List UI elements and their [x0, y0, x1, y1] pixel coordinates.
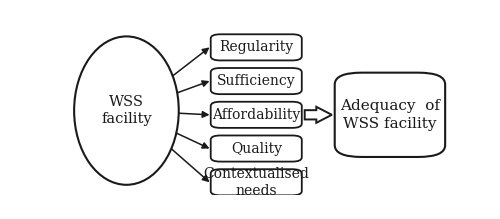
FancyBboxPatch shape	[210, 34, 302, 60]
FancyBboxPatch shape	[210, 68, 302, 94]
FancyBboxPatch shape	[334, 73, 445, 157]
Ellipse shape	[74, 36, 179, 185]
Text: Adequacy  of
WSS facility: Adequacy of WSS facility	[340, 99, 440, 131]
Text: Sufficiency: Sufficiency	[217, 74, 296, 88]
Polygon shape	[304, 107, 332, 123]
FancyBboxPatch shape	[210, 169, 302, 195]
Text: Regularity: Regularity	[219, 40, 294, 54]
Text: Quality: Quality	[231, 141, 282, 155]
FancyBboxPatch shape	[210, 102, 302, 128]
Text: Affordability: Affordability	[212, 108, 300, 122]
Text: WSS
facility: WSS facility	[101, 95, 152, 126]
FancyBboxPatch shape	[210, 136, 302, 162]
Text: Contextualised
needs: Contextualised needs	[204, 167, 309, 198]
